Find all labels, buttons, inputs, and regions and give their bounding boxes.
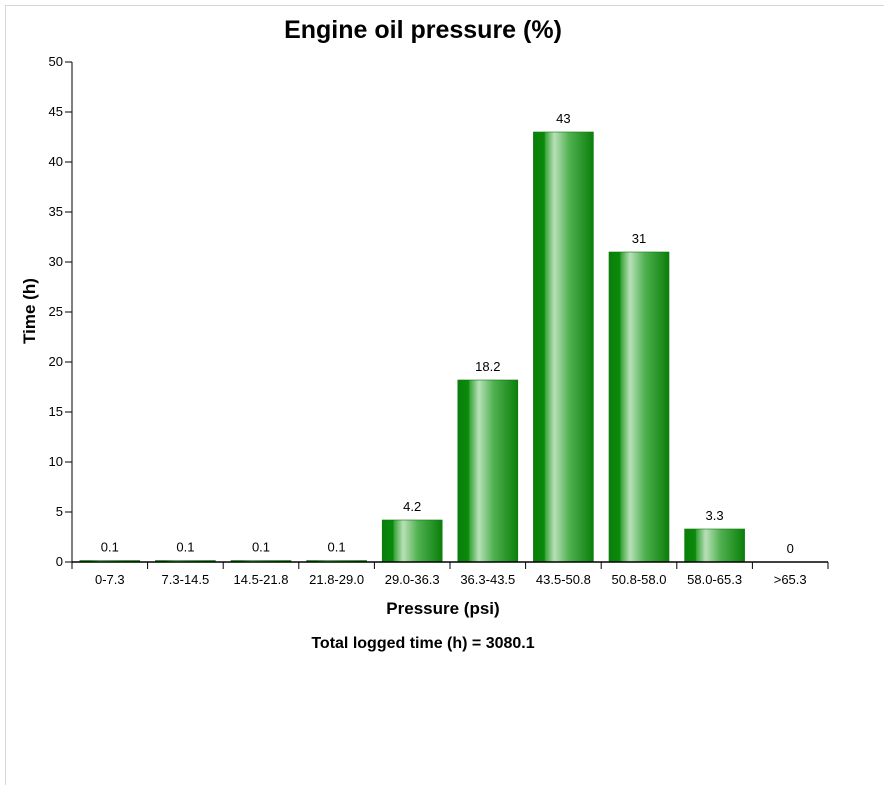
x-tick-label: 7.3-14.5 (162, 572, 210, 587)
bar-value-label: 31 (632, 231, 646, 246)
x-tick-label: 21.8-29.0 (309, 572, 364, 587)
y-tick-label: 15 (49, 404, 63, 419)
y-tick-label: 10 (49, 454, 63, 469)
bar (457, 379, 519, 563)
bar (684, 528, 745, 563)
bar (608, 251, 670, 563)
y-tick-label: 25 (49, 304, 63, 319)
x-tick-label: 14.5-21.8 (234, 572, 289, 587)
total-logged-time: Total logged time (h) = 3080.1 (311, 635, 534, 652)
bar-value-label: 0.1 (176, 540, 194, 555)
y-tick-label: 45 (49, 104, 63, 119)
x-axis: 0-7.3 7.3-14.5 14.5-21.8 21.8-29.0 29.0-36.3… (71, 561, 829, 587)
bar-value-label: 4.2 (403, 499, 421, 514)
y-tick-label: 5 (56, 504, 63, 519)
x-tick-label: 58.0-65.3 (687, 572, 742, 587)
chart-title: Engine oil pressure (%) (284, 16, 562, 44)
y-tick-label: 20 (49, 354, 63, 369)
x-tick-label: 43.5-50.8 (536, 572, 591, 587)
y-tick-label: 30 (49, 254, 63, 269)
y-tick-label: 40 (49, 154, 63, 169)
bar-value-label: 0.1 (252, 540, 270, 555)
bar-value-label: 18.2 (475, 359, 500, 374)
bar-value-label: 0.1 (101, 540, 119, 555)
bar-value-label: 0.1 (328, 540, 346, 555)
x-axis-title: Pressure (psi) (386, 599, 499, 618)
x-tick-label: 0-7.3 (95, 572, 125, 587)
bar-value-label: 43 (556, 111, 570, 126)
y-tick-label: 0 (56, 554, 63, 569)
x-tick-label: 29.0-36.3 (385, 572, 440, 587)
x-tick-label: 50.8-58.0 (612, 572, 667, 587)
x-tick-label: >65.3 (774, 572, 807, 587)
y-tick-label: 50 (49, 54, 63, 69)
chart-frame (5, 5, 884, 785)
y-axis: 0 5 10 15 20 25 30 35 40 45 50 (49, 54, 73, 569)
y-tick-label: 35 (49, 204, 63, 219)
bars: 0.1 0.1 0.1 0.1 4.2 18.2 43 31 3.3 0 (79, 111, 794, 563)
bar-value-label: 0 (787, 541, 794, 556)
bar-value-label: 3.3 (706, 508, 724, 523)
bar (533, 131, 594, 563)
y-axis-title: Time (h) (20, 278, 39, 344)
x-tick-label: 36.3-43.5 (460, 572, 515, 587)
bar (381, 519, 443, 563)
